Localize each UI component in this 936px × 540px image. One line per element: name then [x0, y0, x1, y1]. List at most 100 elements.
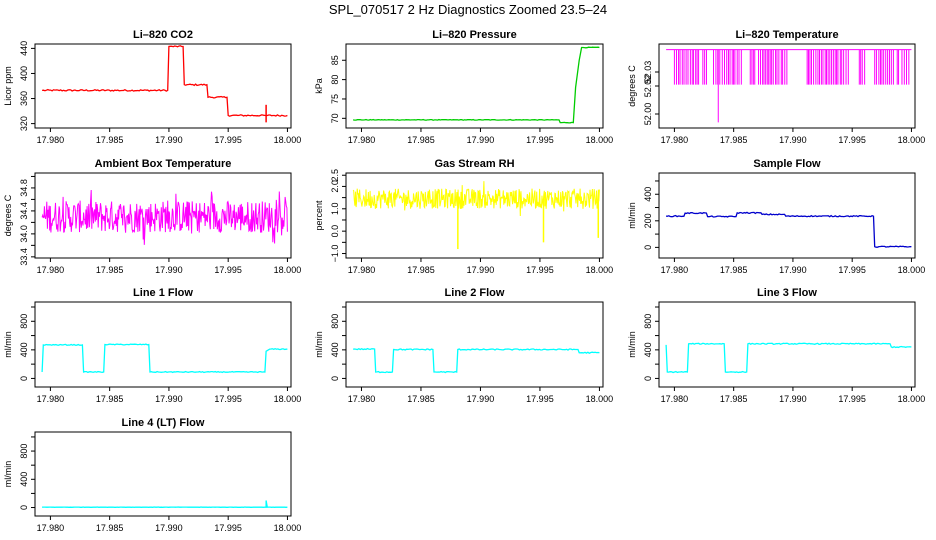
- x-tick-label: 17.980: [661, 394, 689, 404]
- y-axis-label: ml/min: [314, 331, 324, 358]
- x-tick-label: 18.000: [274, 135, 302, 145]
- y-tick-label: 0: [330, 376, 340, 381]
- x-tick-label: 17.980: [661, 265, 689, 275]
- x-tick-label: 17.990: [155, 135, 183, 145]
- y-tick-label: 52.02: [643, 75, 653, 98]
- y-tick-label: 400: [19, 472, 29, 487]
- panel-title: Sample Flow: [753, 158, 821, 170]
- x-tick-label: 17.990: [779, 394, 807, 404]
- y-tick-label: 800: [19, 314, 29, 329]
- y-tick-label: 2.5: [330, 169, 340, 182]
- x-tick-label: 17.985: [720, 394, 748, 404]
- x-tick-label: 17.995: [214, 523, 242, 533]
- y-axis-label: percent: [314, 200, 324, 231]
- x-tick-label: 18.000: [274, 523, 302, 533]
- x-tick-label: 17.995: [838, 135, 866, 145]
- x-tick-label: 18.000: [586, 135, 614, 145]
- chart-panel: Line 2 Flow 17.980 17.985 17.990 17.995 18.00…: [314, 287, 613, 404]
- series-line: [42, 45, 288, 117]
- y-tick-label: 2.0: [330, 180, 340, 193]
- chart-panel: Li–820 Temperature 17.980 17.985 17.990 17.9…: [627, 29, 925, 145]
- y-tick-label: 0: [643, 376, 653, 381]
- x-tick-label: 17.990: [155, 265, 183, 275]
- x-tick-label: 18.000: [274, 394, 302, 404]
- y-axis-label: degrees C: [3, 194, 13, 236]
- x-tick-label: 17.995: [214, 135, 242, 145]
- x-tick-label: 17.995: [526, 265, 554, 275]
- y-tick-label: 400: [643, 187, 653, 202]
- x-tick-label: 18.000: [898, 394, 926, 404]
- x-tick-label: 17.985: [407, 265, 435, 275]
- y-axis-label: ml/min: [3, 331, 13, 358]
- x-tick-label: 17.980: [37, 523, 65, 533]
- plot-frame: [34, 431, 292, 517]
- x-tick-label: 17.995: [526, 394, 554, 404]
- x-tick-label: 17.980: [37, 135, 65, 145]
- y-tick-label: 0: [643, 245, 653, 250]
- x-tick-label: 17.985: [720, 135, 748, 145]
- x-tick-label: 18.000: [898, 135, 926, 145]
- y-tick-label: 400: [19, 66, 29, 81]
- x-tick-label: 17.990: [155, 394, 183, 404]
- x-tick-label: 17.980: [348, 394, 376, 404]
- y-tick-label: 34.4: [19, 202, 29, 220]
- series-line: [42, 500, 288, 508]
- chart-panel: Li–820 Pressure 17.980 17.985 17.990 17.995 1…: [314, 29, 613, 145]
- panel-title: Line 3 Flow: [757, 287, 817, 299]
- panel-title: Li–820 CO2: [133, 29, 193, 41]
- x-tick-label: 17.980: [348, 265, 376, 275]
- plot-frame: [345, 172, 604, 259]
- y-tick-label: 440: [19, 41, 29, 56]
- y-tick-label: 800: [19, 444, 29, 459]
- x-tick-label: 18.000: [274, 265, 302, 275]
- y-axis-label: Licor ppm: [3, 66, 13, 106]
- y-tick-label: 34.8: [19, 179, 29, 197]
- x-tick-label: 17.990: [467, 135, 495, 145]
- y-tick-label: 34.0: [19, 225, 29, 243]
- y-tick-label: 0: [19, 505, 29, 510]
- plot-frame: [34, 301, 292, 388]
- y-axis-label: ml/min: [627, 331, 637, 358]
- y-tick-label: 400: [643, 342, 653, 357]
- y-tick-label: 0: [19, 376, 29, 381]
- y-tick-label: −1.0: [330, 245, 340, 263]
- x-tick-label: 17.995: [214, 394, 242, 404]
- plot-frame: [345, 301, 604, 388]
- panel-title: Line 2 Flow: [445, 287, 505, 299]
- y-tick-label: 400: [330, 342, 340, 357]
- y-tick-label: 320: [19, 116, 29, 131]
- y-tick-label: 85: [330, 55, 340, 65]
- x-tick-label: 17.990: [467, 394, 495, 404]
- chart-panel: Line 4 (LT) Flow 17.980 17.985 17.990 17.995…: [3, 417, 301, 533]
- chart-panel: Gas Stream RH 17.980 17.985 17.990 17.995 18.…: [314, 158, 613, 275]
- x-tick-label: 17.985: [96, 394, 124, 404]
- plot-frame: [658, 172, 916, 259]
- series-line: [666, 211, 912, 248]
- series-line: [353, 46, 600, 124]
- y-tick-label: 33.4: [19, 248, 29, 266]
- y-tick-label: 1.0: [330, 203, 340, 216]
- x-tick-label: 17.985: [407, 135, 435, 145]
- y-tick-label: 0.0: [330, 225, 340, 238]
- x-tick-label: 17.985: [96, 135, 124, 145]
- chart-panel: Li–820 CO2 17.980 17.985 17.990 17.995 18.000…: [3, 29, 301, 145]
- plot-frame: [34, 172, 292, 259]
- x-tick-label: 17.990: [779, 135, 807, 145]
- x-tick-label: 17.980: [661, 135, 689, 145]
- y-tick-label: 80: [330, 75, 340, 85]
- plot-frame: [345, 43, 604, 129]
- y-axis-label: ml/min: [627, 202, 637, 229]
- series-line: [41, 343, 288, 374]
- y-tick-label: 70: [330, 113, 340, 123]
- x-tick-label: 17.990: [779, 265, 807, 275]
- x-tick-label: 17.985: [407, 394, 435, 404]
- panel-title: Line 4 (LT) Flow: [122, 417, 205, 429]
- y-axis-label: degrees C: [627, 65, 637, 107]
- series-line: [666, 49, 912, 123]
- y-tick-label: 52.00: [643, 103, 653, 126]
- x-tick-label: 17.995: [526, 135, 554, 145]
- y-tick-label: 360: [19, 91, 29, 106]
- x-tick-label: 17.985: [720, 265, 748, 275]
- panel-title: Li–820 Pressure: [432, 29, 516, 41]
